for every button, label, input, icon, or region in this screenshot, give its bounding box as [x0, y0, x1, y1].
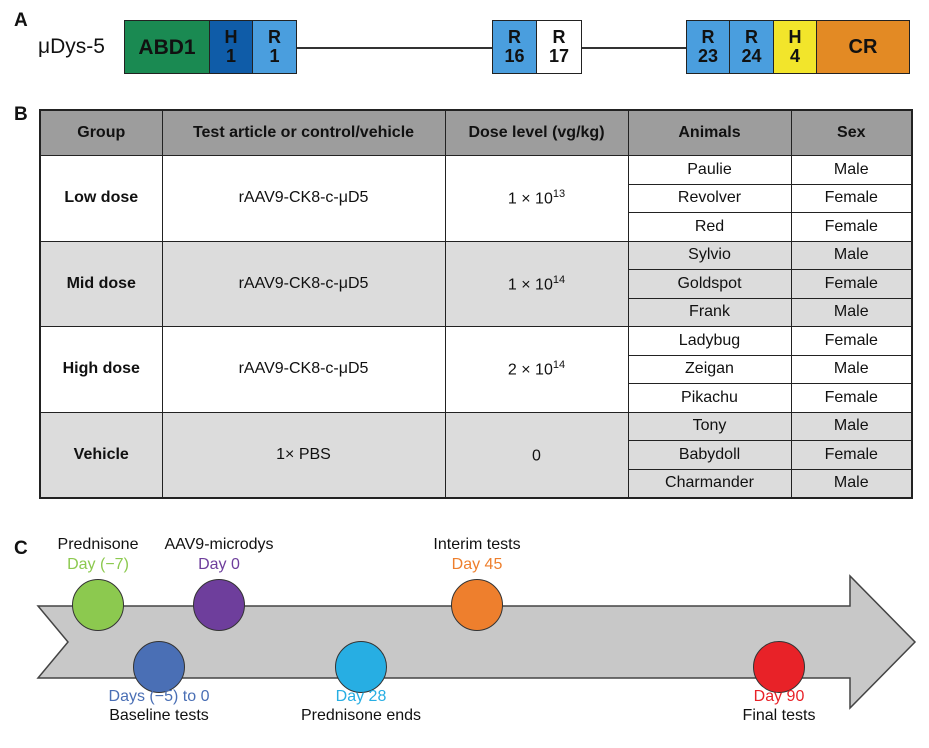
- timeline-arrow: [36, 574, 917, 710]
- timeline-day-final: Day 90: [753, 688, 805, 705]
- dose-base: 1 × 10: [507, 275, 553, 293]
- animal-sex-cell: Female: [790, 183, 913, 213]
- table-row: Frank Male: [40, 297, 913, 327]
- group-cell: Low dose: [39, 155, 163, 242]
- timeline-day-aav-dose: Day 0: [198, 556, 240, 573]
- table-row: Mid dose rAAV9-CK8-c-μD5 1 × 1014 Sylvio Mal…: [39, 240, 913, 327]
- animal-name-cell: Babydoll: [627, 440, 792, 470]
- dose-exponent: 14: [552, 273, 566, 286]
- panel-label-b: B: [14, 104, 28, 125]
- animal-name-cell: Zeigan: [627, 354, 792, 384]
- test-article-cell: rAAV9-CK8-c-μD5: [161, 326, 446, 413]
- table-header-row: Group Test article or control/vehicle Do…: [39, 109, 913, 156]
- panel-label-a: A: [14, 10, 28, 31]
- group-cell: Mid dose: [39, 240, 163, 327]
- timeline-title-final: Final tests: [742, 707, 816, 724]
- animal-name-cell: Charmander: [627, 468, 792, 499]
- animal-sex-cell: Female: [790, 269, 913, 299]
- dose-base: 2 × 10: [507, 361, 553, 379]
- test-article-cell: 1× PBS: [161, 411, 446, 499]
- domain-cr: CR: [816, 20, 910, 74]
- table-row: Babydoll Female: [40, 440, 913, 470]
- test-article-cell: rAAV9-CK8-c-μD5: [161, 155, 446, 242]
- animal-sex-cell: Female: [790, 383, 913, 413]
- timeline-marker-final: [753, 641, 805, 693]
- dose-level-cell: 0: [444, 411, 629, 499]
- header-animals: Animals: [627, 109, 792, 156]
- animal-name-cell: Revolver: [627, 183, 792, 213]
- domain-r23: R 23: [686, 20, 730, 74]
- timeline-title-interim: Interim tests: [433, 536, 521, 553]
- header-test-article: Test article or control/vehicle: [161, 109, 446, 156]
- group-cell: Vehicle: [39, 411, 163, 499]
- animal-name-cell: Pikachu: [627, 383, 792, 413]
- timeline-title-prednisone-end: Prednisone ends: [300, 707, 422, 724]
- domain-r24: R 24: [729, 20, 774, 74]
- dose-level-cell: 1 × 1013: [444, 155, 629, 242]
- timeline-day-prednisone-end: Day 28: [335, 688, 387, 705]
- domain-abd1: ABD1: [124, 20, 210, 74]
- dose-exponent: 14: [552, 359, 566, 372]
- animal-sex-cell: Male: [790, 468, 913, 499]
- test-article-cell: rAAV9-CK8-c-μD5: [161, 240, 446, 327]
- table-row: Zeigan Male: [40, 354, 913, 384]
- animal-sex-cell: Female: [790, 212, 913, 242]
- dose-exponent: 13: [552, 188, 566, 201]
- dose-level-cell: 1 × 1014: [444, 240, 629, 327]
- linker-line: [582, 47, 686, 49]
- header-dose-level: Dose level (vg/kg): [444, 109, 629, 156]
- timeline-title-baseline: Baseline tests: [109, 707, 209, 724]
- table-row: Pikachu Female: [40, 383, 913, 413]
- animal-sex-cell: Female: [790, 326, 913, 356]
- timeline-title-prednisone-start: Prednisone: [57, 536, 139, 553]
- animal-sex-cell: Male: [790, 155, 913, 185]
- animal-name-cell: Frank: [627, 297, 792, 327]
- domain-r17: R 17: [536, 20, 582, 74]
- timeline-title-aav-dose: AAV9-microdys: [164, 536, 274, 553]
- table-row: Vehicle 1× PBS 0 Tony Male: [39, 411, 913, 499]
- animal-name-cell: Sylvio: [627, 240, 792, 270]
- animal-name-cell: Tony: [627, 411, 792, 441]
- timeline-marker-interim: [451, 579, 503, 631]
- timeline-day-baseline: Days (−5) to 0: [108, 688, 210, 705]
- timeline-day-prednisone-start: Day (−7): [67, 556, 129, 573]
- group-cell: High dose: [39, 326, 163, 413]
- timeline-marker-baseline: [133, 641, 185, 693]
- table-row: Charmander Male: [40, 468, 913, 499]
- dose-base: 1 × 10: [507, 190, 553, 208]
- construct-name: μDys-5: [38, 35, 105, 58]
- animal-name-cell: Paulie: [627, 155, 792, 185]
- timeline-marker-aav-dose: [193, 579, 245, 631]
- animal-sex-cell: Male: [790, 297, 913, 327]
- header-sex: Sex: [790, 109, 913, 156]
- table-row: Low dose rAAV9-CK8-c-μD5 1 × 1013 Paulie Mal…: [39, 155, 913, 242]
- table-row: High dose rAAV9-CK8-c-μD5 2 × 1014 Ladybug F…: [39, 326, 913, 413]
- animal-sex-cell: Male: [790, 354, 913, 384]
- timeline-marker-prednisone-end: [335, 641, 387, 693]
- dose-base: 0: [532, 446, 541, 464]
- animal-sex-cell: Male: [790, 411, 913, 441]
- animal-sex-cell: Female: [790, 440, 913, 470]
- timeline-day-interim: Day 45: [451, 556, 503, 573]
- linker-line: [296, 47, 492, 49]
- dose-level-cell: 2 × 1014: [444, 326, 629, 413]
- table-row: Revolver Female: [40, 183, 913, 213]
- timeline-marker-prednisone-start: [72, 579, 124, 631]
- panel-label-c: C: [14, 538, 28, 559]
- header-group: Group: [39, 109, 163, 156]
- study-design-table: Group Test article or control/vehicle Do…: [39, 109, 913, 499]
- animal-sex-cell: Male: [790, 240, 913, 270]
